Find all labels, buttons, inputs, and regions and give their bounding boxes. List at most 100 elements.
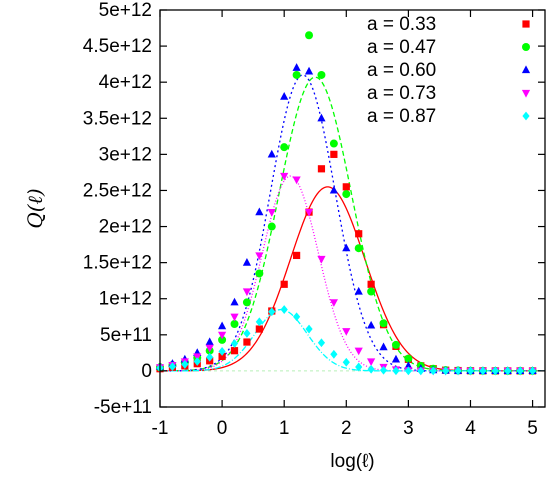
series-5-points — [156, 305, 537, 376]
data-point — [230, 313, 239, 322]
data-point — [355, 230, 363, 238]
x-tick-label: 5 — [527, 418, 538, 439]
data-point — [442, 366, 450, 376]
legend-marker-1 — [522, 20, 530, 28]
data-point — [280, 92, 289, 100]
data-point — [243, 338, 251, 346]
data-point — [528, 366, 537, 376]
data-point — [267, 222, 276, 231]
data-point — [292, 176, 301, 185]
x-tick-label: -1 — [152, 418, 169, 439]
series-3-points — [155, 63, 537, 375]
data-point — [491, 366, 499, 376]
data-point — [218, 352, 226, 361]
y-tick-label: 3e+12 — [99, 144, 152, 165]
data-point — [379, 365, 388, 375]
data-point — [367, 280, 375, 288]
legend: a = 0.33a = 0.47a = 0.60a = 0.73a = 0.87 — [367, 14, 531, 127]
legend-marker-4 — [521, 89, 531, 98]
data-point — [267, 149, 276, 158]
data-point — [330, 349, 338, 359]
x-tick-label: 2 — [341, 418, 352, 439]
data-point — [516, 366, 524, 376]
y-tick-label: 3.5e+12 — [83, 108, 152, 129]
data-point — [205, 337, 214, 346]
data-point — [255, 325, 263, 333]
data-point — [404, 361, 413, 369]
y-tick-label: 0 — [141, 361, 152, 382]
data-point — [267, 209, 276, 217]
data-point — [293, 312, 301, 322]
data-point — [243, 328, 251, 338]
data-point — [280, 280, 288, 288]
axis-ticks: -1 0 1 2 3 4 5 -5e+11 0 5e+11 1e+12 1.5e+12 2e+12 2.5… — [83, 0, 545, 439]
data-point — [268, 307, 276, 317]
x-tick-label: 0 — [217, 418, 228, 439]
data-point — [379, 319, 388, 328]
data-point — [479, 366, 487, 376]
x-tick-label: 1 — [279, 418, 290, 439]
data-point — [168, 362, 177, 371]
data-point — [404, 366, 412, 376]
data-point — [504, 366, 512, 376]
data-point — [280, 143, 289, 152]
data-point — [230, 297, 239, 306]
legend-label-3: a = 0.60 — [367, 60, 436, 81]
data-point — [317, 113, 326, 122]
data-point — [305, 324, 313, 334]
data-point — [342, 190, 351, 199]
legend-label-4: a = 0.73 — [367, 83, 436, 104]
data-point — [342, 357, 350, 367]
data-point — [255, 252, 264, 261]
y-tick-label: 1.5e+12 — [83, 253, 152, 274]
legend-label-2: a = 0.47 — [367, 37, 436, 58]
data-point — [342, 328, 351, 336]
data-points — [155, 31, 537, 376]
legend-marker-2 — [522, 43, 530, 51]
x-tick-label: 4 — [465, 418, 476, 439]
data-point — [218, 347, 226, 356]
data-point — [354, 244, 363, 253]
data-point — [217, 331, 227, 340]
y-tick-label: 4e+12 — [99, 72, 152, 93]
data-point — [255, 317, 263, 327]
data-point — [367, 320, 376, 329]
data-point — [466, 366, 475, 376]
series-2-points — [156, 31, 537, 375]
fit-curve-4 — [159, 175, 545, 372]
data-point — [280, 172, 289, 181]
data-point — [391, 354, 401, 363]
data-point — [354, 347, 363, 356]
y-tick-label: 4.5e+12 — [83, 36, 152, 57]
fit-curves — [159, 74, 545, 372]
data-point — [217, 321, 227, 330]
data-point — [242, 258, 252, 266]
data-point — [304, 66, 314, 75]
y-tick-label: 2e+12 — [99, 217, 152, 238]
data-point — [355, 362, 363, 372]
data-point — [404, 354, 413, 363]
data-point — [293, 251, 301, 260]
data-point — [317, 338, 326, 348]
y-tick-label: 1e+12 — [99, 289, 152, 310]
series-1-points — [156, 150, 537, 375]
y-tick-label: 2.5e+12 — [83, 180, 152, 201]
x-tick-label: 3 — [403, 418, 414, 439]
data-point — [391, 340, 400, 349]
data-point — [329, 299, 338, 307]
data-point — [255, 269, 264, 278]
y-tick-label: 5e+12 — [99, 0, 152, 21]
data-point — [242, 298, 251, 307]
data-point — [367, 287, 376, 296]
data-point — [317, 165, 326, 173]
data-point — [329, 185, 338, 194]
data-point — [367, 358, 376, 367]
data-point — [317, 70, 326, 79]
legend-marker-5 — [522, 111, 530, 121]
data-point — [206, 352, 214, 362]
x-axis-label: log(ℓ) — [330, 451, 374, 472]
data-point — [317, 255, 326, 264]
data-point — [329, 139, 338, 148]
data-point — [392, 366, 400, 376]
data-point — [417, 366, 425, 376]
